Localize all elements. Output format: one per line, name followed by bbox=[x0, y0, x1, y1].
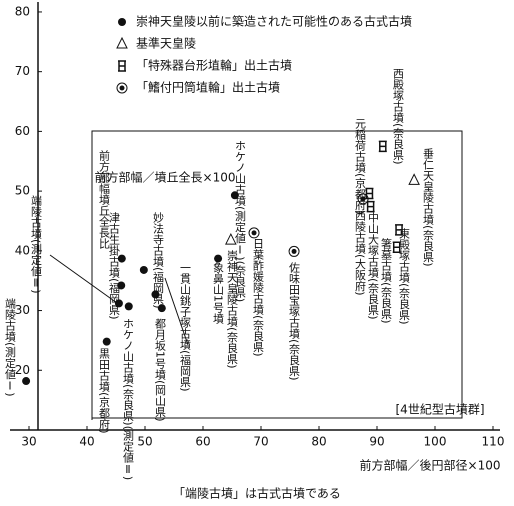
legend-symbol bbox=[118, 18, 126, 26]
annotation: 津古生掛古墳(福岡県) bbox=[108, 212, 121, 320]
point-outer bbox=[288, 245, 300, 257]
y-tick-label: 30 bbox=[15, 303, 30, 317]
annotation: 妙法寺古墳(福岡県) bbox=[152, 211, 165, 309]
point bbox=[117, 281, 126, 290]
legend-symbol bbox=[116, 36, 128, 49]
annotation: 一貫山銚子塚古墳(福岡県) bbox=[179, 262, 192, 392]
x-tick-label: 80 bbox=[311, 435, 326, 449]
x-tick-label: 40 bbox=[79, 435, 94, 449]
annotation: 象鼻山1号墳 bbox=[212, 262, 225, 325]
y-axis-label: 前方部幅／墳丘全長×100 bbox=[95, 170, 236, 185]
annotation: 都月坂1号墳(岡山県) bbox=[154, 318, 167, 422]
point bbox=[114, 299, 123, 308]
annotation: 西殿塚古墳(奈良県) bbox=[392, 68, 405, 165]
point bbox=[378, 140, 387, 153]
point bbox=[395, 224, 404, 236]
annotation: 端陵古墳(測定値Ⅰ) bbox=[4, 298, 17, 397]
point bbox=[225, 232, 237, 245]
arrow bbox=[164, 277, 189, 346]
x-tick-label: 70 bbox=[253, 435, 268, 449]
point bbox=[102, 337, 111, 346]
point bbox=[291, 248, 297, 254]
x-tick-label: 50 bbox=[137, 435, 152, 449]
annotation: ホケノ山古墳(測定値Ⅰ)(奈良県) bbox=[234, 140, 247, 302]
y-tick-label: 70 bbox=[15, 64, 30, 78]
legend-label: 「鰭付円筒埴輪」出土古墳 bbox=[136, 80, 280, 95]
point-outer bbox=[248, 227, 260, 239]
point bbox=[139, 265, 148, 274]
annotation: 佐味田宝塚古墳(奈良県) bbox=[288, 261, 301, 381]
x-tick-label: 100 bbox=[424, 435, 447, 449]
annotation: 箸墓古墳(奈良県) bbox=[380, 237, 393, 324]
point bbox=[151, 290, 160, 299]
point bbox=[392, 241, 401, 253]
annotation: 崇神天皇陵古墳(奈良県) bbox=[226, 250, 239, 369]
annotation: 端陵古墳(測定値Ⅱ) bbox=[30, 195, 43, 294]
point bbox=[408, 173, 420, 185]
y-tick-label: 50 bbox=[15, 184, 30, 198]
annotation: 垂仁天皇陵古墳(奈良県) bbox=[422, 148, 435, 267]
point bbox=[214, 254, 223, 263]
point bbox=[251, 230, 257, 236]
legend-symbol bbox=[118, 60, 126, 72]
group-frame bbox=[91, 130, 463, 420]
y-tick-label: 60 bbox=[15, 124, 30, 138]
annotation: 西陵古墳(大阪府) bbox=[354, 210, 367, 296]
x-axis-label: 前方部幅／後円部径×100 bbox=[360, 458, 501, 473]
x-tick-label: 60 bbox=[195, 435, 210, 449]
caption: 「端陵古墳」は古式古墳である bbox=[173, 486, 341, 501]
annotation: 黒田古墳(京都府) bbox=[98, 348, 111, 434]
point bbox=[360, 196, 366, 202]
point bbox=[22, 377, 31, 386]
legend-label: 崇神天皇陵以前に築造された可能性のある古式古墳 bbox=[136, 14, 412, 29]
annotation: ホケノ山古墳(奈良県)(測定値Ⅱ) bbox=[122, 318, 135, 480]
annotation: 元稲荷古墳(京都府) bbox=[354, 118, 367, 215]
x-tick-label: 110 bbox=[482, 435, 505, 449]
point bbox=[365, 187, 374, 200]
point bbox=[117, 254, 126, 263]
arrow bbox=[49, 254, 118, 304]
frame-label: [4世紀型古墳群] bbox=[396, 402, 485, 417]
y-tick-label: 20 bbox=[15, 363, 30, 377]
annotation: 日葉酢媛陵古墳(奈良県) bbox=[252, 238, 265, 357]
annotation: 東殿塚古墳(奈良県) bbox=[398, 228, 411, 325]
point-outer bbox=[357, 193, 369, 205]
point bbox=[124, 302, 133, 311]
legend-symbol bbox=[119, 85, 125, 91]
x-tick-label: 30 bbox=[21, 435, 36, 449]
point bbox=[157, 304, 166, 313]
legend-symbol-outer bbox=[116, 82, 128, 94]
legend-label: 基準天皇陵 bbox=[136, 36, 196, 51]
y-tick-label: 80 bbox=[15, 4, 30, 18]
legend-label: 「特殊器台形埴輪」出土古墳 bbox=[136, 58, 292, 73]
x-tick-label: 90 bbox=[369, 435, 384, 449]
point bbox=[230, 191, 239, 200]
annotation: 前方部幅墳丘全長比 bbox=[98, 149, 111, 249]
y-tick-label: 40 bbox=[15, 243, 30, 257]
annotation: 中山大塚古墳(奈良県) bbox=[367, 212, 380, 320]
point bbox=[366, 200, 375, 213]
